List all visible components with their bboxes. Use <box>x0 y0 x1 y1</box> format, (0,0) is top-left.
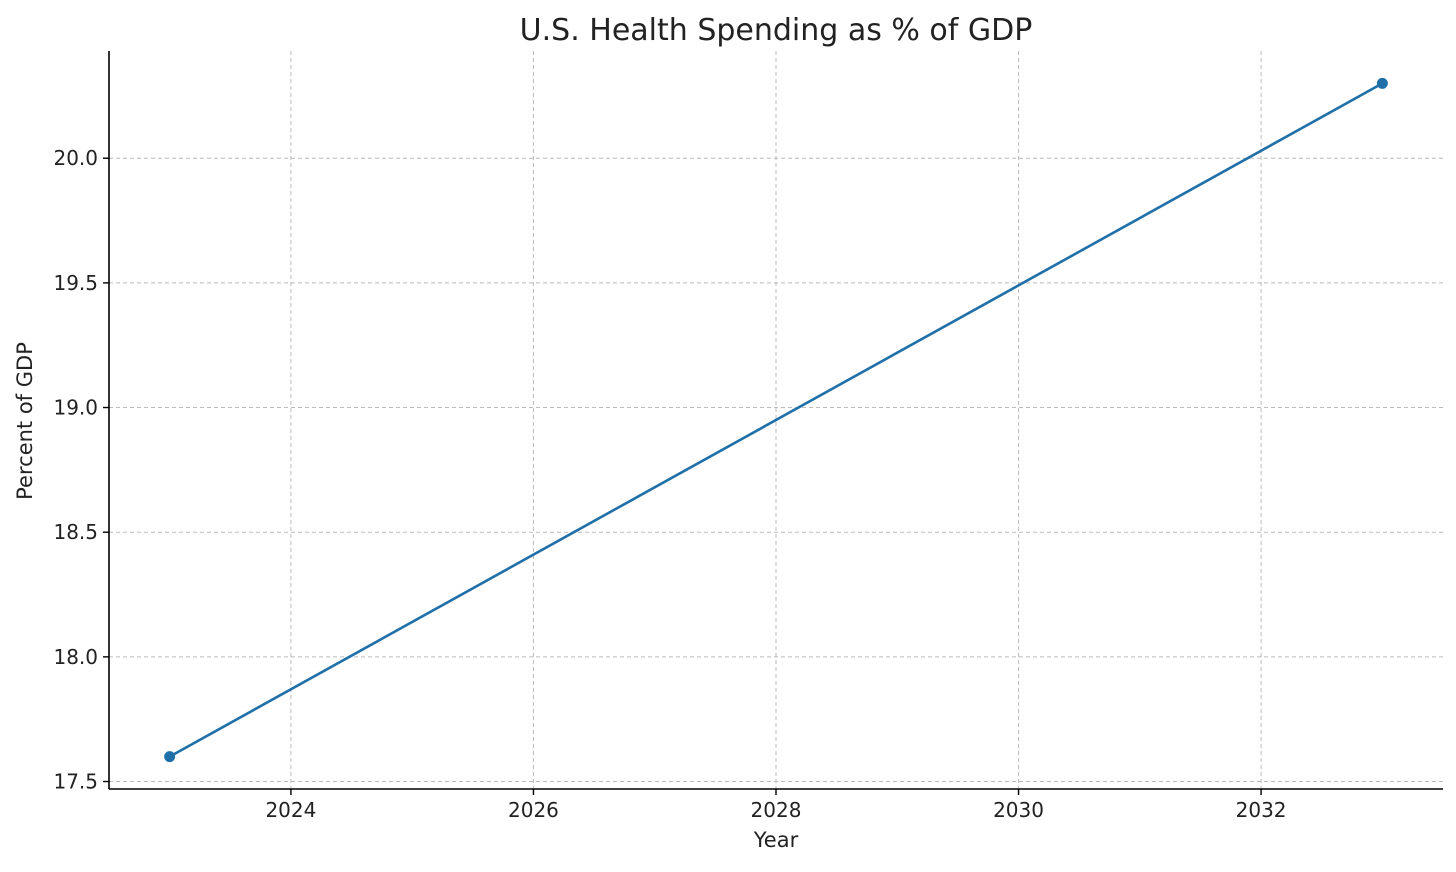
y-tick-label: 19.5 <box>53 271 98 295</box>
grid-lines <box>109 51 1443 789</box>
y-tick-label: 19.0 <box>53 396 98 420</box>
series-layer <box>164 77 1388 763</box>
x-tick-label: 2032 <box>1236 798 1287 822</box>
x-tick-label: 2024 <box>265 798 316 822</box>
y-axis-ticks: 17.5 18.0 18.5 19.0 19.5 20.0 <box>53 146 109 794</box>
x-tick-label: 2028 <box>751 798 802 822</box>
x-tick-label: 2026 <box>508 798 559 822</box>
x-tick-label: 2030 <box>993 798 1044 822</box>
chart-title: U.S. Health Spending as % of GDP <box>520 13 1033 48</box>
y-tick-label: 20.0 <box>53 146 98 170</box>
y-tick-label: 18.5 <box>53 520 98 544</box>
x-axis-ticks: 2024 2026 2028 2030 2032 <box>265 789 1287 822</box>
data-point <box>1376 77 1388 89</box>
data-point <box>164 751 176 763</box>
series-line <box>168 82 1384 758</box>
x-axis-title: Year <box>753 828 799 852</box>
y-tick-label: 18.0 <box>53 645 98 669</box>
y-axis-title: Percent of GDP <box>13 342 37 500</box>
y-tick-label: 17.5 <box>53 770 98 794</box>
